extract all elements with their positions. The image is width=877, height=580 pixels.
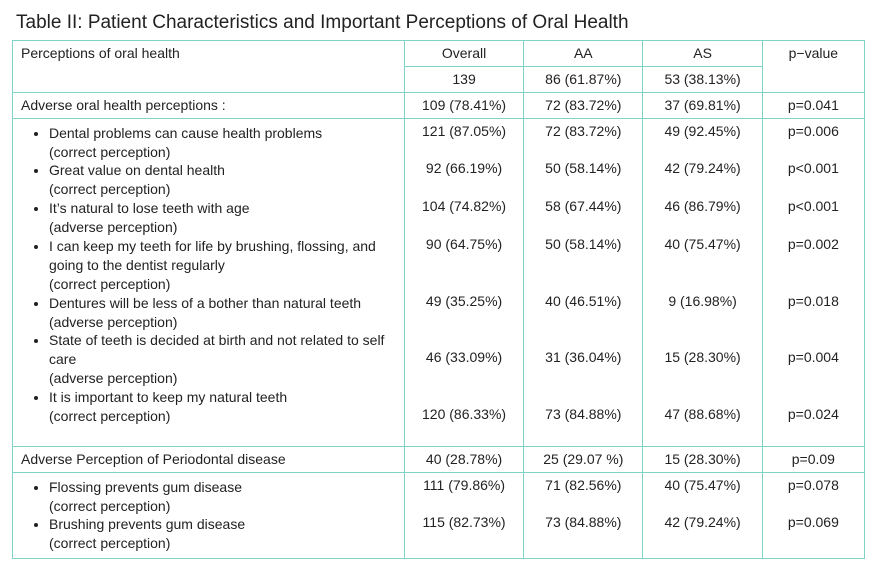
section2-as: 15 (28.30%)	[643, 446, 762, 472]
cell-value: p=0.069	[771, 513, 856, 532]
item-text: Brushing prevents gum disease	[49, 515, 396, 534]
header-as: AS	[643, 41, 762, 67]
cell-value: 31 (36.04%)	[532, 348, 634, 367]
list-item: It’s natural to lose teeth with age(adve…	[49, 199, 396, 237]
section2-items-aa: 71 (82.56%) 73 (84.88%)	[524, 472, 643, 559]
item-text: Flossing prevents gum disease	[49, 478, 396, 497]
section2-aa: 25 (29.07 %)	[524, 446, 643, 472]
cell-value: 46 (86.79%)	[651, 197, 753, 216]
n-aa: 86 (61.87%)	[524, 66, 643, 92]
item-note: (correct perception)	[49, 407, 396, 426]
cell-value: 71 (82.56%)	[532, 476, 634, 495]
header-overall: Overall	[404, 41, 523, 67]
section2-items-as: 40 (75.47%) 42 (79.24%)	[643, 472, 762, 559]
item-text: Great value on dental health	[49, 161, 396, 180]
cell-value: 40 (46.51%)	[532, 292, 634, 311]
cell-value: 46 (33.09%)	[413, 348, 515, 367]
n-overall: 139	[404, 66, 523, 92]
section1-overall: 109 (78.41%)	[404, 92, 523, 118]
list-item: State of teeth is decided at birth and n…	[49, 331, 396, 388]
section1-items-row: Dental problems can cause health problem…	[13, 118, 865, 446]
item-text: Dental problems can cause health problem…	[49, 124, 396, 143]
section2-items-p: p=0.078 p=0.069	[762, 472, 864, 559]
item-note: (adverse perception)	[49, 218, 396, 237]
section2-items-row: Flossing prevents gum disease(correct pe…	[13, 472, 865, 559]
section1-items-aa: 72 (83.72%) 50 (58.14%) 58 (67.44%) 50 (…	[524, 118, 643, 446]
list-item: I can keep my teeth for life by brushing…	[49, 237, 396, 294]
item-note: (correct perception)	[49, 143, 396, 162]
cell-value: 9 (16.98%)	[651, 292, 753, 311]
item-text: State of teeth is decided at birth and n…	[49, 331, 396, 369]
cell-value: 40 (75.47%)	[651, 476, 753, 495]
header-label: Perceptions of oral health	[13, 41, 405, 93]
item-note: (correct perception)	[49, 497, 396, 516]
cell-value: 58 (67.44%)	[532, 197, 634, 216]
list-item: Flossing prevents gum disease(correct pe…	[49, 478, 396, 516]
section1-as: 37 (69.81%)	[643, 92, 762, 118]
item-text: Dentures will be less of a bother than n…	[49, 294, 396, 313]
n-as: 53 (38.13%)	[643, 66, 762, 92]
item-note: (adverse perception)	[49, 369, 396, 388]
section2-label: Adverse Perception of Periodontal diseas…	[13, 446, 405, 472]
section2-items-labels: Flossing prevents gum disease(correct pe…	[13, 472, 405, 559]
header-pvalue: p−value	[762, 41, 864, 93]
data-table: Perceptions of oral health Overall AA AS…	[12, 40, 865, 559]
header-aa: AA	[524, 41, 643, 67]
cell-value: 90 (64.75%)	[413, 235, 515, 254]
cell-value: p=0.002	[771, 235, 856, 254]
cell-value: 47 (88.68%)	[651, 405, 753, 424]
item-note: (correct perception)	[49, 180, 396, 199]
cell-value: 40 (75.47%)	[651, 235, 753, 254]
section2-p: p=0.09	[762, 446, 864, 472]
cell-value: 73 (84.88%)	[532, 405, 634, 424]
cell-value: 115 (82.73%)	[413, 513, 515, 532]
cell-value: 73 (84.88%)	[532, 513, 634, 532]
list-item: Brushing prevents gum disease(correct pe…	[49, 515, 396, 553]
section1-p: p=0.041	[762, 92, 864, 118]
cell-value: p=0.024	[771, 405, 856, 424]
cell-value: 50 (58.14%)	[532, 159, 634, 178]
cell-value: 15 (28.30%)	[651, 348, 753, 367]
list-item: Dental problems can cause health problem…	[49, 124, 396, 162]
cell-value: p=0.006	[771, 122, 856, 141]
cell-value: 111 (79.86%)	[413, 476, 515, 495]
cell-value: 49 (35.25%)	[413, 292, 515, 311]
section1-items-p: p=0.006 p<0.001 p<0.001 p=0.002 p=0.018 …	[762, 118, 864, 446]
section1-items-overall: 121 (87.05%) 92 (66.19%) 104 (74.82%) 90…	[404, 118, 523, 446]
cell-value: 42 (79.24%)	[651, 513, 753, 532]
list-item: Dentures will be less of a bother than n…	[49, 294, 396, 332]
section1-aa: 72 (83.72%)	[524, 92, 643, 118]
cell-value: 42 (79.24%)	[651, 159, 753, 178]
cell-value: 120 (86.33%)	[413, 405, 515, 424]
section1-items-as: 49 (92.45%) 42 (79.24%) 46 (86.79%) 40 (…	[643, 118, 762, 446]
section1-header-row: Adverse oral health perceptions : 109 (7…	[13, 92, 865, 118]
list-item: Great value on dental health(correct per…	[49, 161, 396, 199]
section2-items-overall: 111 (79.86%) 115 (82.73%)	[404, 472, 523, 559]
cell-value: 104 (74.82%)	[413, 197, 515, 216]
cell-value: 72 (83.72%)	[532, 122, 634, 141]
table-title: Table II: Patient Characteristics and Im…	[16, 12, 865, 34]
cell-value: 50 (58.14%)	[532, 235, 634, 254]
cell-value: p=0.018	[771, 292, 856, 311]
cell-value: 121 (87.05%)	[413, 122, 515, 141]
cell-value: 92 (66.19%)	[413, 159, 515, 178]
cell-value: p<0.001	[771, 159, 856, 178]
cell-value: p=0.078	[771, 476, 856, 495]
table-header-row: Perceptions of oral health Overall AA AS…	[13, 41, 865, 67]
section2-overall: 40 (28.78%)	[404, 446, 523, 472]
item-note: (correct perception)	[49, 275, 396, 294]
item-text: It’s natural to lose teeth with age	[49, 199, 396, 218]
section1-label: Adverse oral health perceptions :	[13, 92, 405, 118]
item-note: (correct perception)	[49, 534, 396, 553]
section1-items-labels: Dental problems can cause health problem…	[13, 118, 405, 446]
section2-header-row: Adverse Perception of Periodontal diseas…	[13, 446, 865, 472]
cell-value: p<0.001	[771, 197, 856, 216]
item-text: I can keep my teeth for life by brushing…	[49, 237, 396, 275]
cell-value: 49 (92.45%)	[651, 122, 753, 141]
cell-value: p=0.004	[771, 348, 856, 367]
item-note: (adverse perception)	[49, 313, 396, 332]
item-text: It is important to keep my natural teeth	[49, 388, 396, 407]
list-item: It is important to keep my natural teeth…	[49, 388, 396, 426]
